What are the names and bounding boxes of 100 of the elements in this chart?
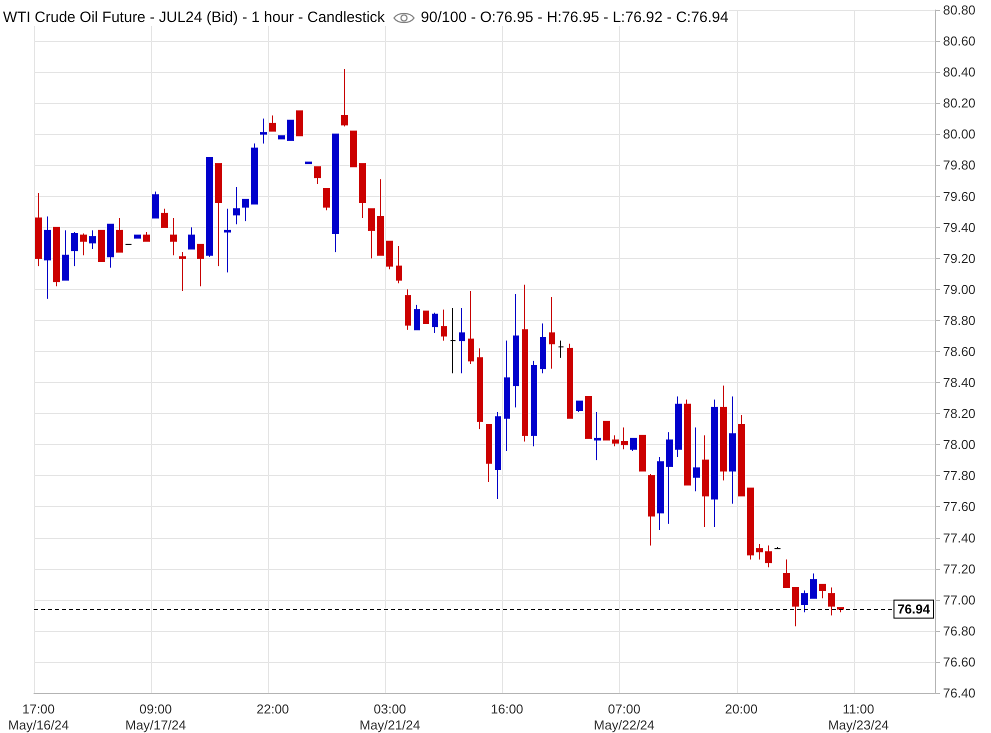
candlestick bbox=[666, 432, 673, 524]
candlestick bbox=[62, 230, 69, 281]
x-tick-label: 20:00 bbox=[725, 702, 758, 716]
candlestick bbox=[774, 546, 781, 550]
candlestick bbox=[576, 400, 583, 413]
candlestick bbox=[134, 234, 141, 239]
candlestick bbox=[224, 208, 231, 273]
y-tick-label: 76.60 bbox=[943, 654, 976, 670]
candlestick bbox=[179, 252, 186, 292]
candlestick bbox=[350, 130, 357, 168]
candlestick bbox=[116, 218, 123, 253]
candlestick bbox=[783, 559, 790, 588]
candlestick bbox=[495, 412, 501, 500]
candlestick bbox=[639, 434, 646, 472]
candlestick bbox=[377, 178, 384, 256]
y-tick-label: 78.80 bbox=[943, 312, 976, 328]
candlestick bbox=[459, 308, 465, 374]
candlestick bbox=[621, 427, 628, 450]
candlestick bbox=[441, 309, 447, 342]
y-tick-label: 77.20 bbox=[943, 561, 976, 576]
candlestick bbox=[522, 284, 528, 442]
candlestick bbox=[738, 414, 745, 496]
candlestick bbox=[35, 192, 42, 267]
candlestick bbox=[278, 135, 285, 140]
candlestick bbox=[486, 424, 492, 482]
candlestick bbox=[828, 586, 835, 616]
x-tick-label: 16:00 bbox=[490, 702, 524, 716]
candlestick bbox=[549, 296, 555, 370]
candlestick bbox=[765, 545, 772, 568]
candlestick bbox=[98, 230, 105, 262]
candlestick bbox=[242, 198, 249, 222]
x-tick-label: 17:00 May/16/24 bbox=[8, 702, 69, 732]
candlestick bbox=[170, 218, 177, 256]
y-tick-label: 77.40 bbox=[943, 530, 976, 546]
candlestick bbox=[711, 399, 718, 528]
candlestick bbox=[405, 288, 411, 330]
candlestick bbox=[657, 456, 664, 531]
candlestick bbox=[756, 543, 763, 560]
y-tick-label: 78.00 bbox=[943, 437, 976, 452]
candlestick bbox=[702, 434, 709, 528]
candlestick bbox=[567, 343, 573, 419]
y-tick-label: 78.20 bbox=[943, 406, 976, 422]
candlestick bbox=[819, 584, 826, 599]
candlestick bbox=[513, 294, 519, 408]
y-tick-label: 79.80 bbox=[943, 158, 976, 173]
candlestick bbox=[80, 233, 87, 256]
candlestick bbox=[603, 420, 610, 440]
candlestick bbox=[305, 162, 312, 164]
candlestick bbox=[630, 438, 637, 452]
x-tick-label: 22:00 bbox=[256, 702, 290, 716]
y-tick-label: 79.40 bbox=[943, 220, 976, 235]
candlestick bbox=[468, 290, 474, 364]
candlestick bbox=[314, 166, 321, 184]
candlestick bbox=[53, 226, 60, 287]
candlestick bbox=[648, 474, 655, 546]
candlestick bbox=[558, 340, 564, 358]
candlestick bbox=[432, 312, 438, 334]
y-tick-label: 77.00 bbox=[943, 592, 976, 608]
candlestick bbox=[341, 68, 348, 127]
candlestick bbox=[206, 156, 213, 258]
y-tick-label: 77.80 bbox=[943, 468, 976, 484]
candlestick bbox=[477, 348, 483, 430]
candlestick bbox=[215, 163, 222, 267]
candlestick bbox=[531, 360, 537, 447]
candlestick bbox=[720, 385, 727, 481]
candlestick bbox=[540, 323, 546, 374]
candlestick bbox=[386, 240, 393, 270]
x-tick-label: 03:00 May/21/24 bbox=[360, 702, 420, 732]
x-tick-label: 07:00 May/22/24 bbox=[594, 702, 655, 732]
candlestick bbox=[71, 231, 78, 267]
y-tick-label: 78.60 bbox=[943, 344, 976, 359]
y-tick-label: 80.80 bbox=[943, 2, 976, 18]
y-tick-label: 76.80 bbox=[943, 623, 976, 638]
x-tick-label: 11:00 May/23/24 bbox=[828, 702, 889, 732]
candlestick bbox=[368, 208, 375, 259]
candlestick bbox=[287, 120, 294, 141]
candlestick bbox=[423, 310, 429, 324]
candlestick bbox=[44, 216, 51, 300]
candlestick bbox=[233, 186, 240, 225]
y-tick-label: 80.40 bbox=[943, 64, 976, 80]
candlestick bbox=[594, 412, 601, 461]
candlestick bbox=[260, 118, 267, 144]
y-tick-label: 78.40 bbox=[943, 375, 976, 390]
ref-line-label: 76.94 bbox=[897, 602, 931, 617]
y-tick-label: 76.40 bbox=[943, 686, 976, 700]
candlestick bbox=[837, 607, 844, 613]
candlestick bbox=[585, 396, 592, 439]
y-tick-label: 80.20 bbox=[943, 96, 976, 111]
candlestick bbox=[792, 586, 799, 627]
candlestick bbox=[161, 208, 168, 228]
candlestick bbox=[323, 188, 330, 211]
candlestick bbox=[504, 340, 510, 452]
candlestick bbox=[810, 572, 817, 599]
chart-title: WTI Crude Oil Future - JUL24 (Bid) - 1 hour - Candlestick bbox=[3, 9, 385, 26]
candlestick bbox=[89, 230, 96, 250]
candlestick bbox=[152, 191, 159, 219]
y-tick-label: 79.00 bbox=[943, 282, 976, 297]
y-tick-label: 79.20 bbox=[943, 250, 976, 266]
y-tick-label: 79.60 bbox=[943, 188, 976, 204]
candlestick bbox=[414, 304, 420, 330]
